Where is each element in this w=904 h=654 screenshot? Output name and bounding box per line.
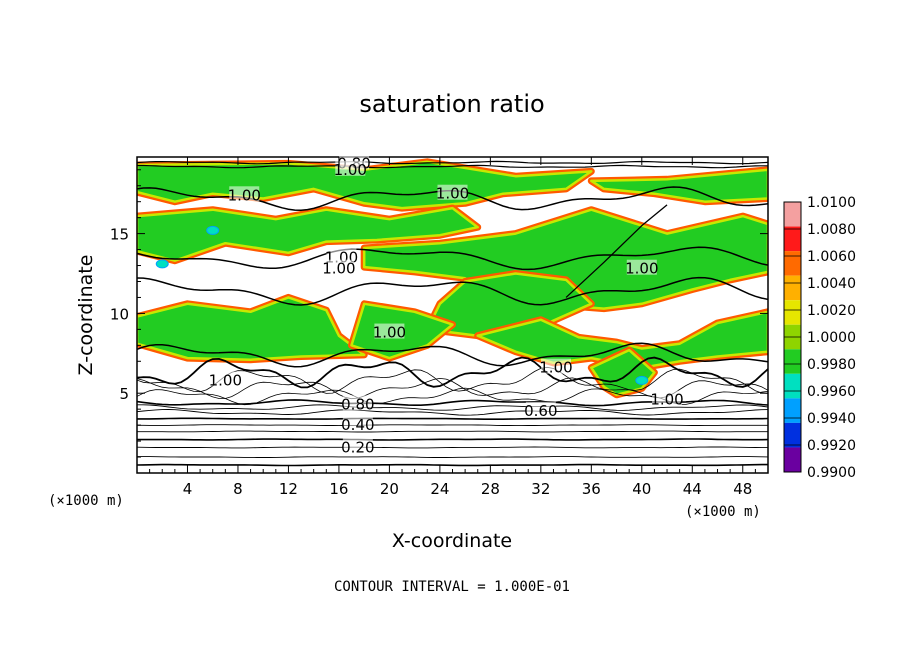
contour-label-bg [540,358,571,374]
contour-label: 1.00 [436,185,469,203]
x-tick-label: 4 [183,480,193,498]
subsaturation-pocket [635,375,649,385]
x-tick-label: 16 [329,480,348,498]
x-axis-ticks: 4 8 12 16 20 24 28 32 36 40 44 48 [149,157,756,498]
contour-label-bg [210,371,241,387]
contour-line [137,404,768,411]
colorbar-label: 1.0060 [807,249,856,265]
contour-line [137,446,768,449]
colorbar-label: 0.9980 [807,357,856,373]
x-tick-label: 48 [733,480,752,498]
contour-line [137,409,768,416]
contour-line [565,204,668,298]
contour-lines [137,160,768,467]
plot-area [137,157,768,473]
x-tick-label: 28 [481,480,500,498]
colorbar-swatch [784,373,801,399]
saturation-region [362,208,768,310]
contour-label: 1.00 [322,260,355,278]
colorbar-swatch [784,447,801,472]
contour-label: 1.00 [228,186,261,204]
contour-line [137,246,768,271]
x-tick-label: 36 [582,480,601,498]
colorbar-swatch [784,300,801,325]
contour-line [137,456,768,458]
subsaturation-pocket [206,225,220,235]
contour-line [137,276,768,306]
x-axis-label: X-coordinate [392,530,512,552]
x-tick-label: 12 [279,480,298,498]
contour-line [137,164,768,169]
y-tick-label: 15 [110,226,129,244]
contour-label-bg [342,395,373,411]
colorbar-label: 0.9920 [807,438,856,454]
contour-line [137,417,768,420]
y-axis-ticks: 5 10 15 [110,169,768,458]
chart-title: saturation ratio [359,90,544,118]
colorbar-label: 0.9940 [807,411,856,427]
contour-line [137,424,768,427]
contour-label: 1.00 [625,260,658,278]
contour-label-bg [437,184,468,200]
x-tick-label: 20 [380,480,399,498]
contour-label-bg [229,186,260,202]
contour-line [137,366,768,394]
contour-label: 1.00 [539,359,572,377]
contour-label-bg [342,438,373,454]
saturation-region [137,206,479,262]
colorbar-swatch [784,422,801,448]
colorbar-label: 1.0100 [807,195,856,211]
contour-line [137,356,768,389]
contour-label-bg [652,390,683,406]
contour-label-bg [335,160,366,176]
contour-line [137,438,768,441]
x-tick-label: 8 [233,480,243,498]
x-tick-label: 24 [430,480,449,498]
x-tick-label: 40 [632,480,651,498]
contour-label: 1.00 [209,371,242,389]
subsaturation-pocket [155,259,169,269]
x-tick-label: 32 [531,480,550,498]
colorbar-swatch [784,398,801,423]
contour-label: 1.00 [334,161,367,179]
x-unit-right: (×1000 m) [685,504,761,520]
saturation-region [590,168,768,203]
contour-line [137,160,768,165]
contour-label: 0.80 [341,395,374,413]
contour-label: 1.00 [650,391,683,409]
colorbar-label: 1.0080 [807,222,856,238]
contour-label-bg [323,259,354,275]
colorbar-swatch [784,251,801,276]
y-tick-label: 5 [119,385,129,403]
colorbar-label: 0.9900 [807,465,856,481]
colorbar-swatch [784,202,801,227]
contour-line [137,463,768,467]
contour-label: 0.40 [341,416,374,434]
colorbar-label: 0.9960 [807,384,856,400]
contour-labels: 0.80 1.00 1.00 1.00 1.00 1.00 1.00 1.00 1.00 1.00… [209,154,684,456]
colorbar-swatch [784,349,801,374]
x-unit-left: (×1000 m) [48,493,124,509]
contour-label-bg [342,416,373,432]
contour-interval-note: CONTOUR INTERVAL = 1.000E-01 [334,579,570,595]
contour-label-bg [626,259,657,275]
colorbar-swatch [784,275,801,301]
contour-label-bg [525,401,556,417]
saturation-region [476,310,768,369]
colorbar-label: 1.0000 [807,330,856,346]
contour-line [137,342,768,368]
contour-label: 0.20 [341,438,374,456]
colorbar-swatch [784,226,801,252]
contour-line [137,430,768,433]
contour-label-bg [374,323,405,339]
colorbar-label: 1.0020 [807,303,856,319]
contour-label: 0.60 [524,402,557,420]
x-tick-label: 44 [683,480,702,498]
y-axis-label: Z-coordinate [75,255,97,376]
contour-label: 1.00 [373,324,406,342]
colorbar-label: 1.0040 [807,276,856,292]
colorbar: 1.0100 1.0080 1.0060 1.0040 1.0020 1.0000 0.99… [783,195,856,481]
y-tick-label: 10 [110,305,129,323]
